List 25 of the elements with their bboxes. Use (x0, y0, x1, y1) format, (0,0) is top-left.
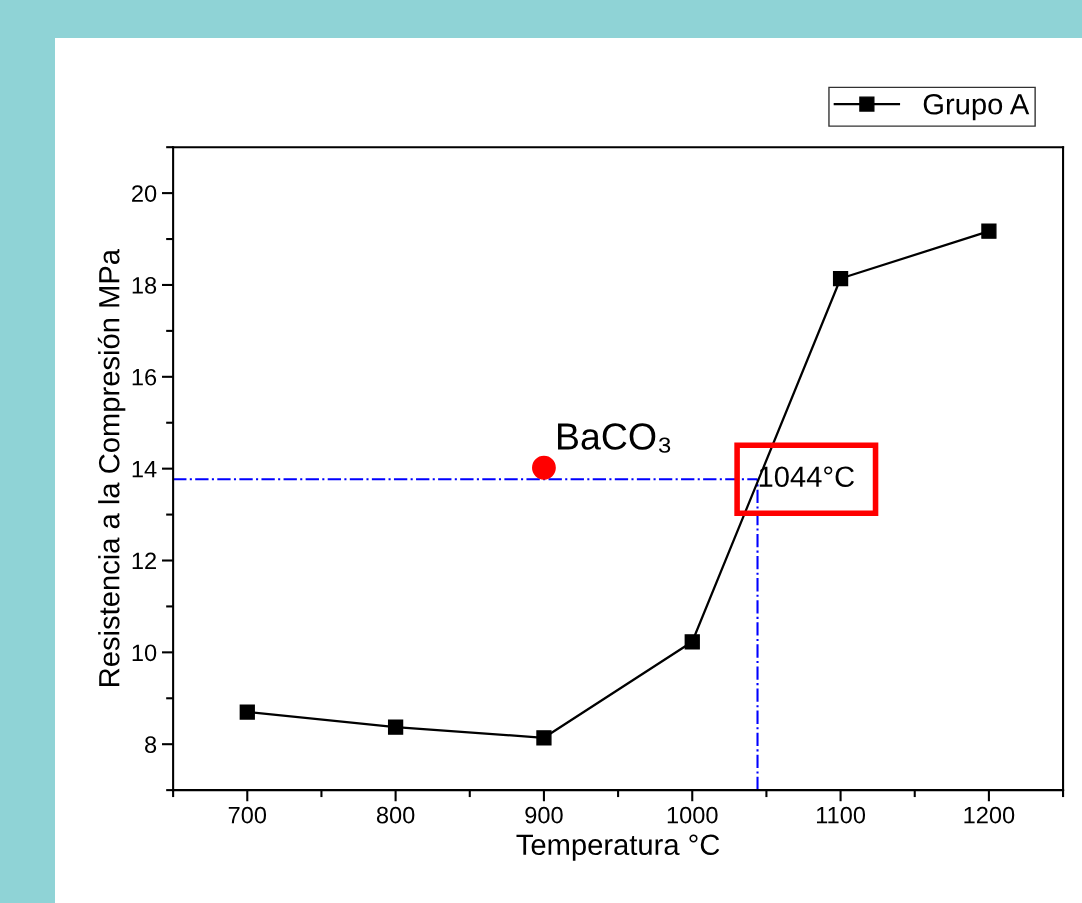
x-tick-label: 800 (376, 806, 415, 824)
x-tick-label: 700 (228, 806, 267, 824)
point (239, 704, 255, 720)
y-tick-label: 14 (132, 460, 157, 478)
x-axis-title: Temperatura °C (516, 834, 720, 861)
annotation: 1044°C (759, 466, 855, 488)
y-tick-label: 10 (132, 644, 157, 662)
point (981, 223, 997, 239)
y-tick-label: 16 (132, 368, 157, 386)
y-tick-label: 12 (132, 552, 156, 570)
x-tick-label: 1200 (964, 806, 1015, 824)
point (532, 455, 556, 480)
y-tick-label: 20 (132, 185, 157, 202)
x-tick-label: 900 (525, 806, 563, 824)
x-tick-label: 1100 (816, 806, 866, 824)
point (387, 719, 404, 735)
point (832, 270, 849, 287)
x-tick-label: 1000 (667, 806, 718, 824)
point (684, 634, 700, 650)
legend-label: Grupo A (923, 93, 1030, 121)
y-tick-label: 8 (145, 736, 157, 753)
annotation: BaCO₃ (558, 423, 671, 453)
y-tick-label: 18 (132, 277, 157, 294)
y-axis-title: Resistencia a la Compresión MPa (97, 248, 126, 686)
point (536, 730, 552, 746)
